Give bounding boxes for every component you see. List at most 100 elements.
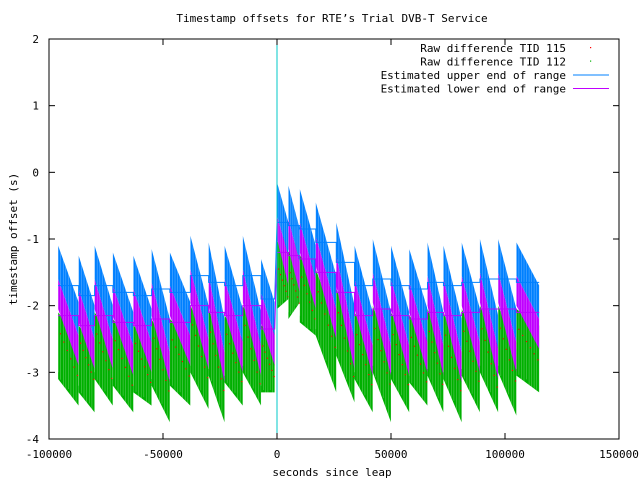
raw-tid115-point xyxy=(306,293,308,295)
raw-tid115-point xyxy=(457,379,459,381)
raw-tid115-point xyxy=(309,301,311,303)
raw-tid115-point xyxy=(407,384,409,386)
raw-tid115-point xyxy=(181,360,184,363)
raw-tid115-point xyxy=(165,379,167,382)
legend-marker xyxy=(590,60,592,62)
legend-label: Raw difference TID 112 xyxy=(420,56,566,69)
y-tick-label: -2 xyxy=(26,300,39,313)
x-tick-label: -50000 xyxy=(143,448,183,461)
raw-tid115-point xyxy=(137,350,140,352)
raw-tid115-point xyxy=(269,363,271,365)
raw-tid115-point xyxy=(150,381,152,383)
lower-range-band xyxy=(409,282,428,373)
raw-tid115-point xyxy=(168,390,170,392)
spike-hatching xyxy=(497,236,517,426)
lower-range-band xyxy=(354,279,373,376)
raw-tid115-point xyxy=(320,302,323,304)
raw-tid115-point xyxy=(499,327,501,329)
upper-range-band xyxy=(391,245,410,346)
raw-tid115-point xyxy=(416,354,419,356)
raw-tid112-band xyxy=(498,305,517,416)
raw-tid115-point xyxy=(425,381,428,383)
y-tick-label: -1 xyxy=(26,233,39,246)
raw-tid115-point xyxy=(87,364,90,366)
raw-tid112-band xyxy=(315,269,337,393)
raw-tid115-point xyxy=(514,380,517,382)
sawtooth-segment xyxy=(224,243,244,416)
upper-range-band xyxy=(288,185,300,263)
raw-tid115-point xyxy=(525,340,528,343)
raw-tid115-point xyxy=(66,349,68,352)
upper-range-band xyxy=(299,189,316,279)
raw-tid115-point xyxy=(262,345,264,347)
raw-tid115-point xyxy=(285,290,287,292)
raw-tid115-point xyxy=(121,357,123,360)
y-tick-label: 0 xyxy=(32,166,39,179)
spike-hatching xyxy=(224,243,244,416)
raw-tid115-point xyxy=(63,341,65,343)
raw-tid112-band xyxy=(427,309,444,413)
sawtooth-segment xyxy=(315,199,337,395)
spike-hatching xyxy=(427,239,444,419)
raw-tid112-band xyxy=(190,305,209,409)
raw-tid115-point xyxy=(153,337,155,339)
raw-tid115-point xyxy=(131,384,133,386)
raw-tid115-point xyxy=(279,274,282,276)
raw-tid115-point xyxy=(301,276,303,278)
raw-tid115-point xyxy=(215,354,217,357)
raw-tid115-point xyxy=(327,324,329,326)
raw-tid115-point xyxy=(389,383,391,385)
raw-tid115-point xyxy=(76,374,79,377)
raw-tid115-point xyxy=(349,363,352,365)
sawtooth-segment xyxy=(94,243,114,416)
upper-range-band xyxy=(58,245,79,336)
raw-tid115-point xyxy=(529,347,531,349)
raw-tid115-point xyxy=(317,291,319,293)
spike-hatching xyxy=(479,236,499,423)
raw-tid115-point xyxy=(484,339,486,342)
upper-range-band xyxy=(372,239,391,346)
raw-tid115-point xyxy=(460,390,462,392)
sawtooth-segment xyxy=(276,179,289,311)
raw-tid115-point xyxy=(487,351,489,353)
spike-hatching xyxy=(208,239,225,429)
spike-hatching xyxy=(242,233,262,416)
raw-tid115-point xyxy=(451,356,453,358)
raw-tid115-point xyxy=(303,284,305,287)
raw-tid112-band xyxy=(151,319,170,423)
raw-tid115-point xyxy=(244,324,246,327)
spike-hatching xyxy=(94,243,114,416)
raw-tid115-point xyxy=(174,346,177,348)
legend-label: Estimated lower end of range xyxy=(381,83,566,96)
raw-tid115-point xyxy=(518,328,520,330)
raw-tid115-point xyxy=(463,330,465,332)
raw-tid115-point xyxy=(362,354,364,356)
lower-range-band xyxy=(112,285,134,376)
raw-tid115-point xyxy=(472,360,474,362)
upper-range-band xyxy=(190,235,209,339)
sawtooth-segment xyxy=(133,253,152,416)
raw-tid115-point xyxy=(295,290,297,292)
x-axis-label: seconds since leap xyxy=(272,466,391,479)
raw-tid115-point xyxy=(235,362,237,364)
raw-tid115-point xyxy=(428,330,431,333)
lower-estimate-line xyxy=(58,251,540,330)
raw-tid115-point xyxy=(259,383,261,385)
raw-tid115-point xyxy=(93,378,95,380)
upper-range-band xyxy=(169,252,191,336)
lower-range-band xyxy=(315,235,337,339)
raw-tid115-point xyxy=(102,351,104,353)
raw-tid115-point xyxy=(298,302,301,304)
raw-tid115-point xyxy=(188,375,190,377)
raw-tid115-point xyxy=(117,349,120,351)
raw-tid115-point xyxy=(162,369,164,371)
upper-range-band xyxy=(277,182,289,256)
raw-tid115-point xyxy=(533,353,535,355)
raw-tid115-point xyxy=(140,358,143,360)
raw-tid115-point xyxy=(266,357,268,359)
raw-tid115-point xyxy=(264,351,266,353)
raw-tid115-point xyxy=(331,335,333,337)
raw-tid115-point xyxy=(383,361,385,363)
raw-tid115-point xyxy=(204,366,206,368)
